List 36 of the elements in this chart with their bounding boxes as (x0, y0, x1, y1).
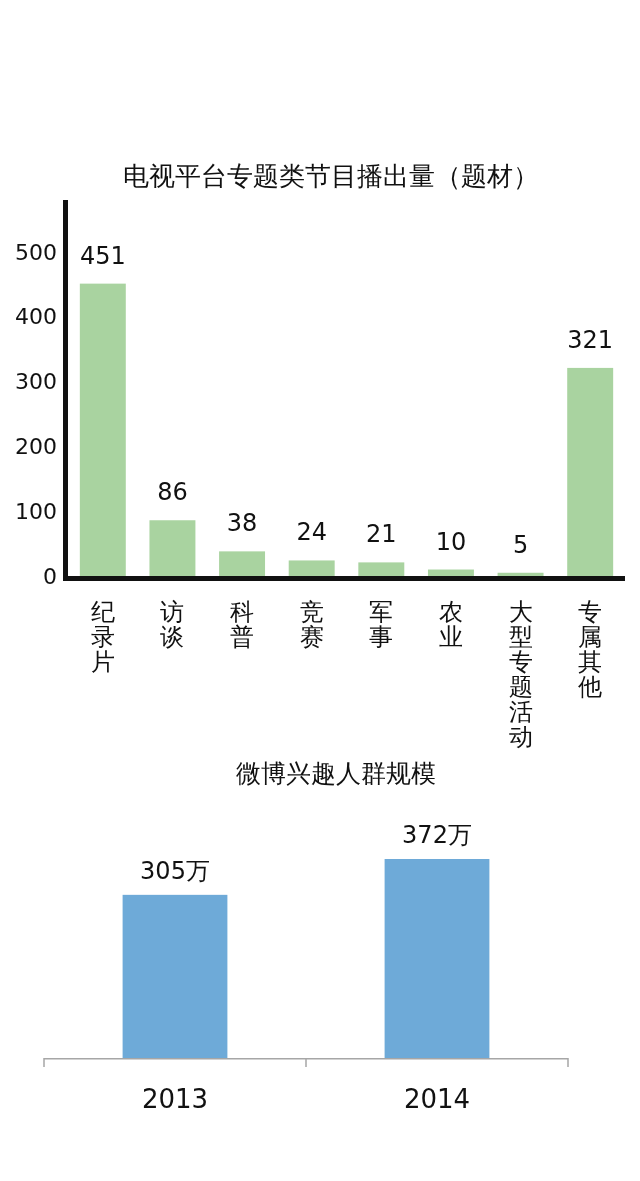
x-tick-label: 纪录片 (90, 598, 115, 676)
x-tick-label: 访谈 (160, 598, 185, 651)
y-tick-label: 0 (43, 563, 57, 589)
chart-title: 电视平台专题类节目播出量（题材） (122, 161, 539, 191)
data-label: 321 (567, 325, 614, 354)
data-label: 86 (157, 478, 188, 507)
data-label: 5 (512, 530, 529, 559)
x-tick-label: 竞赛 (299, 598, 324, 651)
y-tick-label: 200 (15, 434, 57, 460)
data-label: 21 (366, 520, 397, 549)
bar (79, 283, 126, 576)
data-label: 372万 (402, 821, 472, 849)
bar (219, 551, 266, 576)
x-tick-label: 2013 (141, 1084, 209, 1114)
x-tick-label: 农业 (438, 598, 463, 651)
x-tick-label: 军事 (369, 598, 394, 651)
y-tick-label: 400 (15, 304, 57, 330)
data-label: 24 (296, 518, 327, 547)
data-label: 451 (79, 241, 126, 270)
bar (567, 367, 614, 576)
x-tick-label: 大型专题活动 (508, 598, 533, 751)
y-tick-label: 100 (15, 498, 57, 524)
bar (427, 569, 474, 576)
x-tick-label: 2014 (403, 1084, 471, 1114)
bar (497, 572, 544, 576)
data-label: 10 (435, 527, 467, 556)
x-tick-label: 科普 (230, 598, 255, 651)
data-label: 38 (226, 509, 258, 538)
x-tick-label: 专属其他 (578, 598, 603, 701)
bar (358, 562, 405, 576)
bar (288, 560, 335, 576)
y-tick-label: 300 (15, 369, 57, 395)
bar (149, 520, 196, 576)
chart-title: 微博兴趣人群规模 (236, 759, 436, 788)
y-tick-label: 500 (15, 239, 57, 265)
data-label: 305万 (140, 856, 210, 885)
